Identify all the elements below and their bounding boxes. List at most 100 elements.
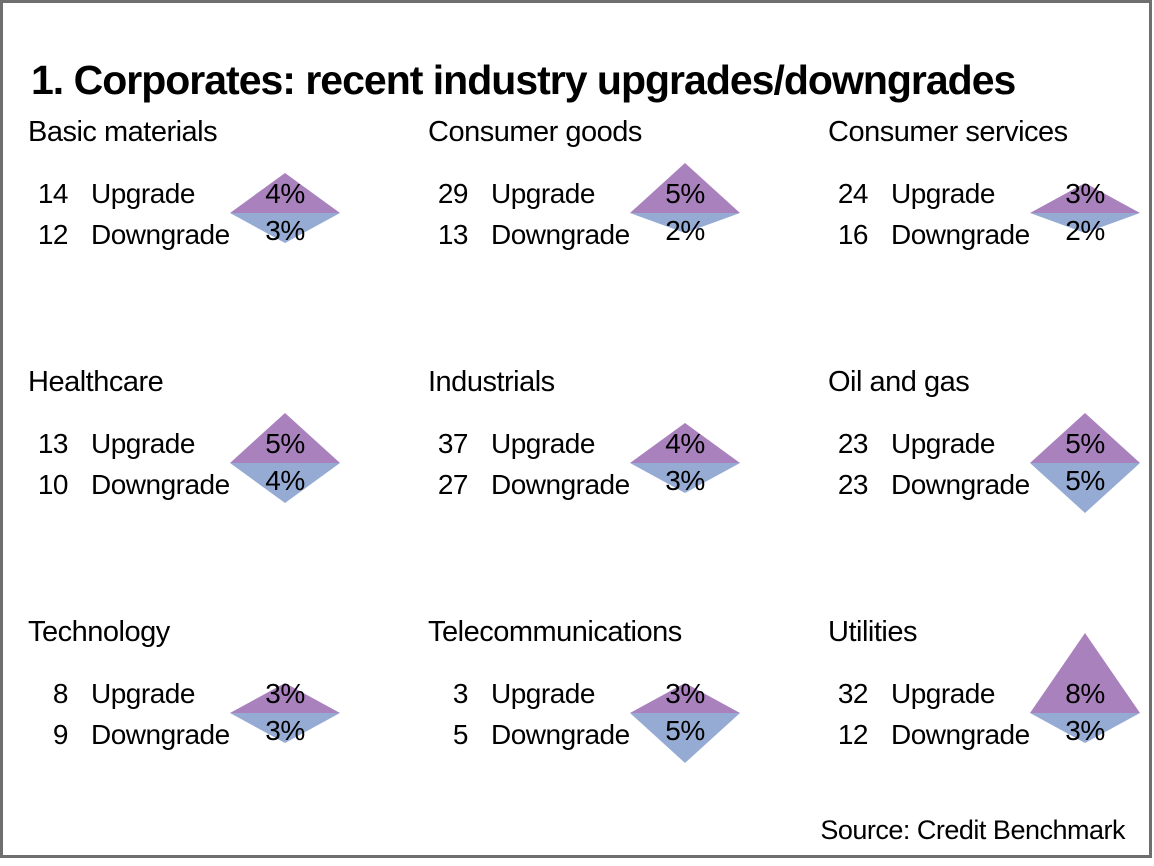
upgrade-label: Upgrade: [891, 178, 995, 209]
upgrade-triangle-icon: [1030, 183, 1140, 213]
downgrade-triangle-icon: [1030, 213, 1140, 233]
downgrade-row: 9 Downgrade: [28, 715, 230, 755]
upgrade-count: 8: [52, 678, 69, 709]
downgrade-row: 5 Downgrade: [428, 715, 630, 755]
upgrade-percent: 4%: [665, 428, 705, 459]
upgrade-row: 29 Upgrade: [428, 174, 596, 214]
downgrade-row: 12 Downgrade: [28, 215, 230, 255]
downgrade-percent: 2%: [1065, 215, 1105, 246]
sector-card-industrials: Industrials 37 Upgrade 27 Downgrade 4% 3…: [428, 366, 763, 616]
downgrade-triangle-icon: [230, 713, 340, 743]
upgrade-count: 29: [437, 178, 469, 209]
upgrade-label: Upgrade: [491, 428, 595, 459]
upgrade-label: Upgrade: [91, 178, 195, 209]
downgrade-label: Downgrade: [891, 219, 1030, 250]
downgrade-percent: 3%: [265, 215, 305, 246]
downgrade-triangle-icon: [630, 463, 740, 493]
downgrade-count: 13: [437, 219, 469, 250]
upgrade-triangle-icon: [630, 423, 740, 463]
sector-title: Telecommunications: [428, 616, 682, 648]
upgrade-row: 14 Upgrade: [28, 174, 196, 214]
sector-card-utilities: Utilities 32 Upgrade 12 Downgrade 8% 3%: [828, 616, 1154, 866]
downgrade-percent: 3%: [665, 465, 705, 496]
upgrade-label: Upgrade: [91, 678, 195, 709]
sector-title: Technology: [28, 616, 170, 648]
upgrade-count: 32: [837, 678, 869, 709]
downgrade-label: Downgrade: [891, 469, 1030, 500]
upgrade-percent: 8%: [1065, 678, 1105, 709]
downgrade-percent: 3%: [1065, 715, 1105, 746]
upgrade-triangle-icon: [1030, 413, 1140, 463]
downgrade-label: Downgrade: [91, 719, 230, 750]
upgrade-label: Upgrade: [891, 428, 995, 459]
upgrade-count: 14: [37, 178, 69, 209]
upgrade-label: Upgrade: [91, 428, 195, 459]
downgrade-count: 23: [837, 469, 869, 500]
upgrade-label: Upgrade: [491, 178, 595, 209]
sector-title: Basic materials: [28, 116, 218, 148]
downgrade-row: 10 Downgrade: [28, 465, 230, 505]
upgrade-percent: 5%: [265, 428, 305, 459]
upgrade-percent: 3%: [665, 678, 705, 709]
upgrade-percent: 3%: [265, 678, 305, 709]
downgrade-label: Downgrade: [491, 219, 630, 250]
upgrade-row: 23 Upgrade: [828, 424, 996, 464]
downgrade-row: 27 Downgrade: [428, 465, 630, 505]
downgrade-label: Downgrade: [491, 719, 630, 750]
downgrade-percent: 5%: [665, 715, 705, 746]
upgrade-count: 13: [37, 428, 69, 459]
upgrade-row: 13 Upgrade: [28, 424, 196, 464]
upgrade-row: 32 Upgrade: [828, 674, 996, 714]
downgrade-label: Downgrade: [891, 719, 1030, 750]
downgrade-count: 5: [452, 719, 469, 750]
downgrade-triangle-icon: [230, 463, 340, 503]
downgrade-row: 13 Downgrade: [428, 215, 630, 255]
sector-card-technology: Technology 8 Upgrade 9 Downgrade 3% 3%: [28, 616, 363, 866]
downgrade-count: 10: [37, 469, 69, 500]
downgrade-percent: 2%: [665, 215, 705, 246]
downgrade-row: 12 Downgrade: [828, 715, 1030, 755]
sector-card-consumer-goods: Consumer goods 29 Upgrade 13 Downgrade 5…: [428, 116, 763, 366]
downgrade-percent: 5%: [1065, 465, 1105, 496]
downgrade-count: 27: [437, 469, 469, 500]
downgrade-percent: 4%: [265, 465, 305, 496]
downgrade-label: Downgrade: [91, 469, 230, 500]
sector-title: Healthcare: [28, 366, 164, 398]
upgrade-row: 3 Upgrade: [428, 674, 595, 714]
downgrade-percent: 3%: [265, 715, 305, 746]
upgrade-percent: 4%: [265, 178, 305, 209]
downgrade-triangle-icon: [1030, 713, 1140, 743]
sector-card-basic-materials: Basic materials 14 Upgrade 12 Downgrade …: [28, 116, 363, 366]
upgrade-triangle-icon: [630, 163, 740, 213]
upgrade-count: 3: [452, 678, 469, 709]
sector-card-healthcare: Healthcare 13 Upgrade 10 Downgrade 5% 4%: [28, 366, 363, 616]
downgrade-count: 16: [837, 219, 869, 250]
upgrade-percent: 5%: [1065, 428, 1105, 459]
downgrade-triangle-icon: [1030, 463, 1140, 513]
upgrade-label: Upgrade: [491, 678, 595, 709]
downgrade-count: 9: [52, 719, 69, 750]
downgrade-label: Downgrade: [491, 469, 630, 500]
sector-card-telecommunications: Telecommunications 3 Upgrade 5 Downgrade…: [428, 616, 763, 866]
downgrade-count: 12: [837, 719, 869, 750]
sector-title: Consumer goods: [428, 116, 642, 148]
upgrade-triangle-icon: [630, 683, 740, 713]
sector-card-consumer-services: Consumer services 24 Upgrade 16 Downgrad…: [828, 116, 1154, 366]
downgrade-count: 12: [37, 219, 69, 250]
downgrade-triangle-icon: [630, 713, 740, 763]
sector-card-oil-and-gas: Oil and gas 23 Upgrade 23 Downgrade 5% 5…: [828, 366, 1154, 616]
upgrade-row: 8 Upgrade: [28, 674, 195, 714]
upgrade-count: 37: [437, 428, 469, 459]
sector-title: Oil and gas: [828, 366, 970, 398]
downgrade-row: 16 Downgrade: [828, 215, 1030, 255]
upgrade-row: 24 Upgrade: [828, 174, 996, 214]
upgrade-count: 23: [837, 428, 869, 459]
upgrade-triangle-icon: [230, 413, 340, 463]
downgrade-triangle-icon: [630, 213, 740, 233]
upgrade-percent: 3%: [1065, 178, 1105, 209]
upgrade-percent: 5%: [665, 178, 705, 209]
upgrade-triangle-icon: [230, 173, 340, 213]
source-credit: Source: Credit Benchmark: [820, 815, 1125, 845]
downgrade-triangle-icon: [230, 213, 340, 243]
